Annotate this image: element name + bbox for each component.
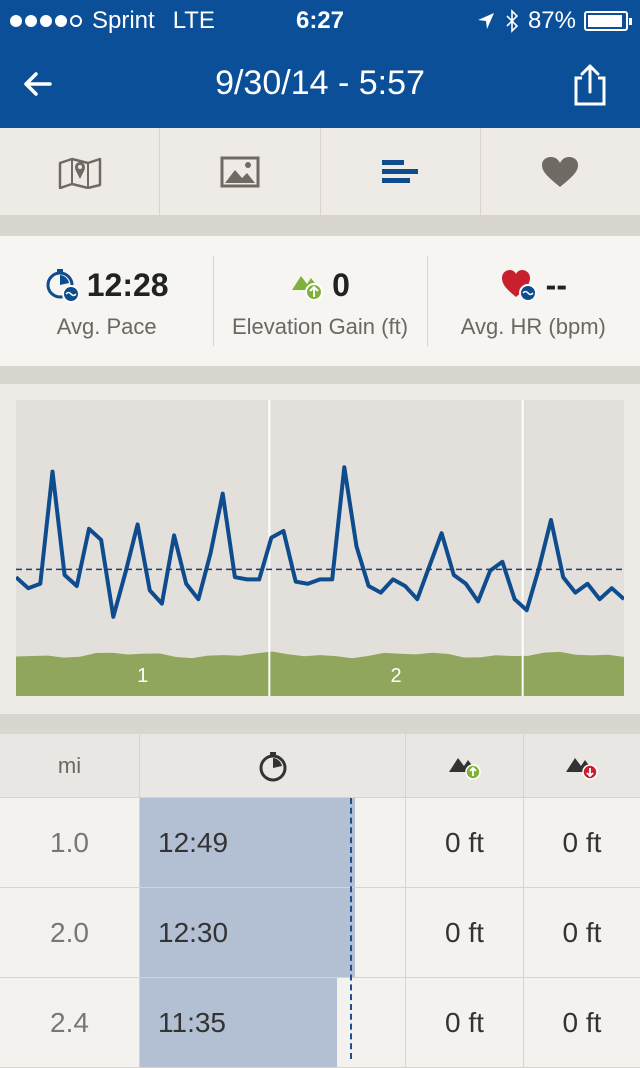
split-time: 12:49 [158,826,229,858]
loss-cell: 0 ft [562,826,602,858]
segment-label: 2 [390,665,401,687]
gain-cell: 0 ft [406,978,524,1067]
table-row[interactable]: 2.4 11:35 0 ft 0 ft [0,978,640,1068]
loss-cell: 0 ft [562,916,602,948]
elevation-gain-icon [292,276,324,301]
avg-hr-stat: -- Avg. HR (bpm) [426,236,640,366]
photo-icon [220,156,260,187]
elevation-gain-stat: 0 Elevation Gain (ft) [213,236,426,366]
signal-strength-icon [10,15,82,27]
mile-cell: 2.0 [0,888,140,977]
gain-cell: 0 ft [406,798,524,887]
divider [0,366,640,384]
battery-icon [584,11,632,31]
summary-stats: 12:28 Avg. Pace 0 Elevation Gain (ft) --… [0,236,640,366]
mile-cell: 2.4 [0,978,140,1067]
avg-hr-label: Avg. HR (bpm) [460,314,606,339]
page-title: 9/30/14 - 5:57 [215,64,425,102]
table-header: mi [0,734,640,798]
elevation-gain-icon [448,757,481,780]
network-label: LTE [172,7,215,34]
split-time: 12:30 [158,916,229,948]
splits-icon [382,159,419,183]
battery-percent: 87% [527,7,576,34]
mile-column-header: mi [0,734,140,797]
avg-pace-value: 12:28 [86,266,169,303]
table-row[interactable]: 2.0 12:30 0 ft 0 ft [0,888,640,978]
pace-stopwatch-icon [46,269,80,303]
tab-bar [0,128,640,216]
tab-heart-rate[interactable] [481,128,640,215]
tab-map[interactable] [0,128,161,215]
heart-icon [542,156,579,187]
carrier-label: Sprint [92,7,155,34]
segment-label: 1 [137,665,148,687]
status-time: 6:27 [295,7,345,34]
map-icon [58,157,101,189]
avg-pace-label: Avg. Pace [56,314,157,339]
divider [0,714,640,734]
elevation-loss-icon [566,757,598,780]
split-time: 11:35 [158,1006,226,1038]
location-arrow-icon [477,13,494,29]
split-pace-bar [140,888,356,977]
elevation-gain-label: Elevation Gain (ft) [231,314,409,339]
pace-line [16,465,624,619]
navigation-bar: 9/30/14 - 5:57 [0,42,640,128]
loss-cell: 0 ft [562,1006,602,1038]
loss-column-header [524,734,640,797]
chart-background [16,400,624,696]
average-pace-line [350,798,352,1059]
split-pace-bar [140,978,337,1067]
time-cell: 11:35 [140,978,406,1067]
divider [0,216,640,236]
table-row[interactable]: 1.0 12:49 0 ft 0 ft [0,798,640,888]
time-cell: 12:30 [140,888,406,977]
bluetooth-icon [506,9,519,33]
gain-cell: 0 ft [406,888,524,977]
share-icon[interactable] [570,62,610,106]
splits-table: mi 1.0 12:49 0 ft 0 ft [0,734,640,1068]
elevation-terrain [16,651,624,696]
split-pace-bar [140,798,356,887]
elevation-gain-value: 0 [332,266,350,303]
time-cell: 12:49 [140,798,406,887]
avg-hr-value: -- [545,266,567,303]
tab-photos[interactable] [160,128,321,215]
stopwatch-icon [259,751,286,781]
status-bar: Sprint LTE 6:27 87% [0,0,640,42]
time-column-header [140,734,406,797]
tab-splits[interactable] [321,128,481,215]
mile-cell: 1.0 [0,798,140,887]
gain-column-header [406,734,524,797]
back-arrow-icon[interactable] [18,64,58,104]
avg-pace-stat: 12:28 Avg. Pace [0,236,213,366]
heart-rate-icon [501,270,537,302]
